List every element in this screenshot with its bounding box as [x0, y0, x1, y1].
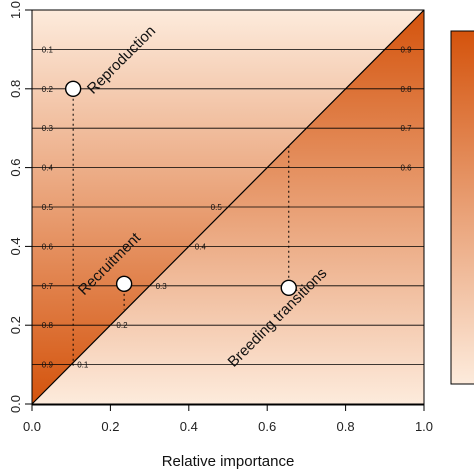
contour-label: 0.4 — [42, 164, 54, 173]
data-point — [115, 275, 133, 293]
x-axis: 0.0 0.2 0.4 0.6 0.8 1.0 — [23, 404, 433, 434]
colorbar-gradient — [450, 30, 474, 385]
contour-label: 0.3 — [42, 124, 54, 133]
contour-label: 0.3 — [156, 282, 168, 291]
contour-label: 0.2 — [42, 85, 54, 94]
x-tick-label: 0.4 — [180, 419, 198, 434]
colorbar — [450, 30, 474, 385]
contour-label: 0.9 — [400, 45, 412, 54]
data-points — [64, 80, 297, 296]
y-axis: 0.0 0.2 0.4 0.6 0.8 1.0 — [8, 1, 32, 413]
x-tick-label: 0.6 — [258, 419, 276, 434]
contour-label: 0.8 — [400, 85, 412, 94]
contour-label: 0.4 — [195, 242, 207, 251]
y-tick-label: 0.2 — [8, 316, 23, 334]
x-axis-title: Relative importance — [162, 453, 295, 470]
contour-label: 0.8 — [42, 321, 54, 330]
x-tick-label: 1.0 — [415, 419, 433, 434]
contour-lines — [32, 49, 424, 366]
x-tick-label: 0.0 — [23, 419, 41, 434]
y-tick-label: 0.4 — [8, 237, 23, 255]
x-tick-label: 0.2 — [101, 419, 119, 434]
contour-label: 0.1 — [42, 45, 54, 54]
contour-label: 0.9 — [42, 361, 54, 370]
contour-label: 0.1 — [77, 361, 89, 370]
plot-frame — [31, 9, 425, 405]
diagonal-line — [31, 9, 425, 405]
contour-label: 0.2 — [116, 321, 128, 330]
data-point — [64, 80, 82, 98]
contour-label: 0.6 — [400, 164, 412, 173]
x-tick-label: 0.8 — [337, 419, 355, 434]
contour-label: 0.5 — [42, 203, 54, 212]
contour-label: 0.6 — [42, 242, 54, 251]
contour-labels: 0.9 0.1 0.8 0.2 0.7 0.3 0.6 0.4 0.5 0.5 0.4 0.6 0.3 0… — [42, 45, 412, 369]
y-tick-label: 0.8 — [8, 80, 23, 98]
drop-lines — [72, 88, 290, 369]
y-tick-label: 0.6 — [8, 159, 23, 177]
y-tick-label: 1.0 — [8, 1, 23, 19]
plot-area: 0.9 0.1 0.8 0.2 0.7 0.3 0.6 0.4 0.5 0.5 0.4 0.6 0.3 0… — [31, 9, 425, 405]
data-point — [280, 279, 297, 296]
contour-label: 0.7 — [400, 124, 412, 133]
contour-label: 0.5 — [211, 203, 223, 212]
contour-label: 0.7 — [42, 282, 54, 291]
y-tick-label: 0.0 — [8, 395, 23, 413]
